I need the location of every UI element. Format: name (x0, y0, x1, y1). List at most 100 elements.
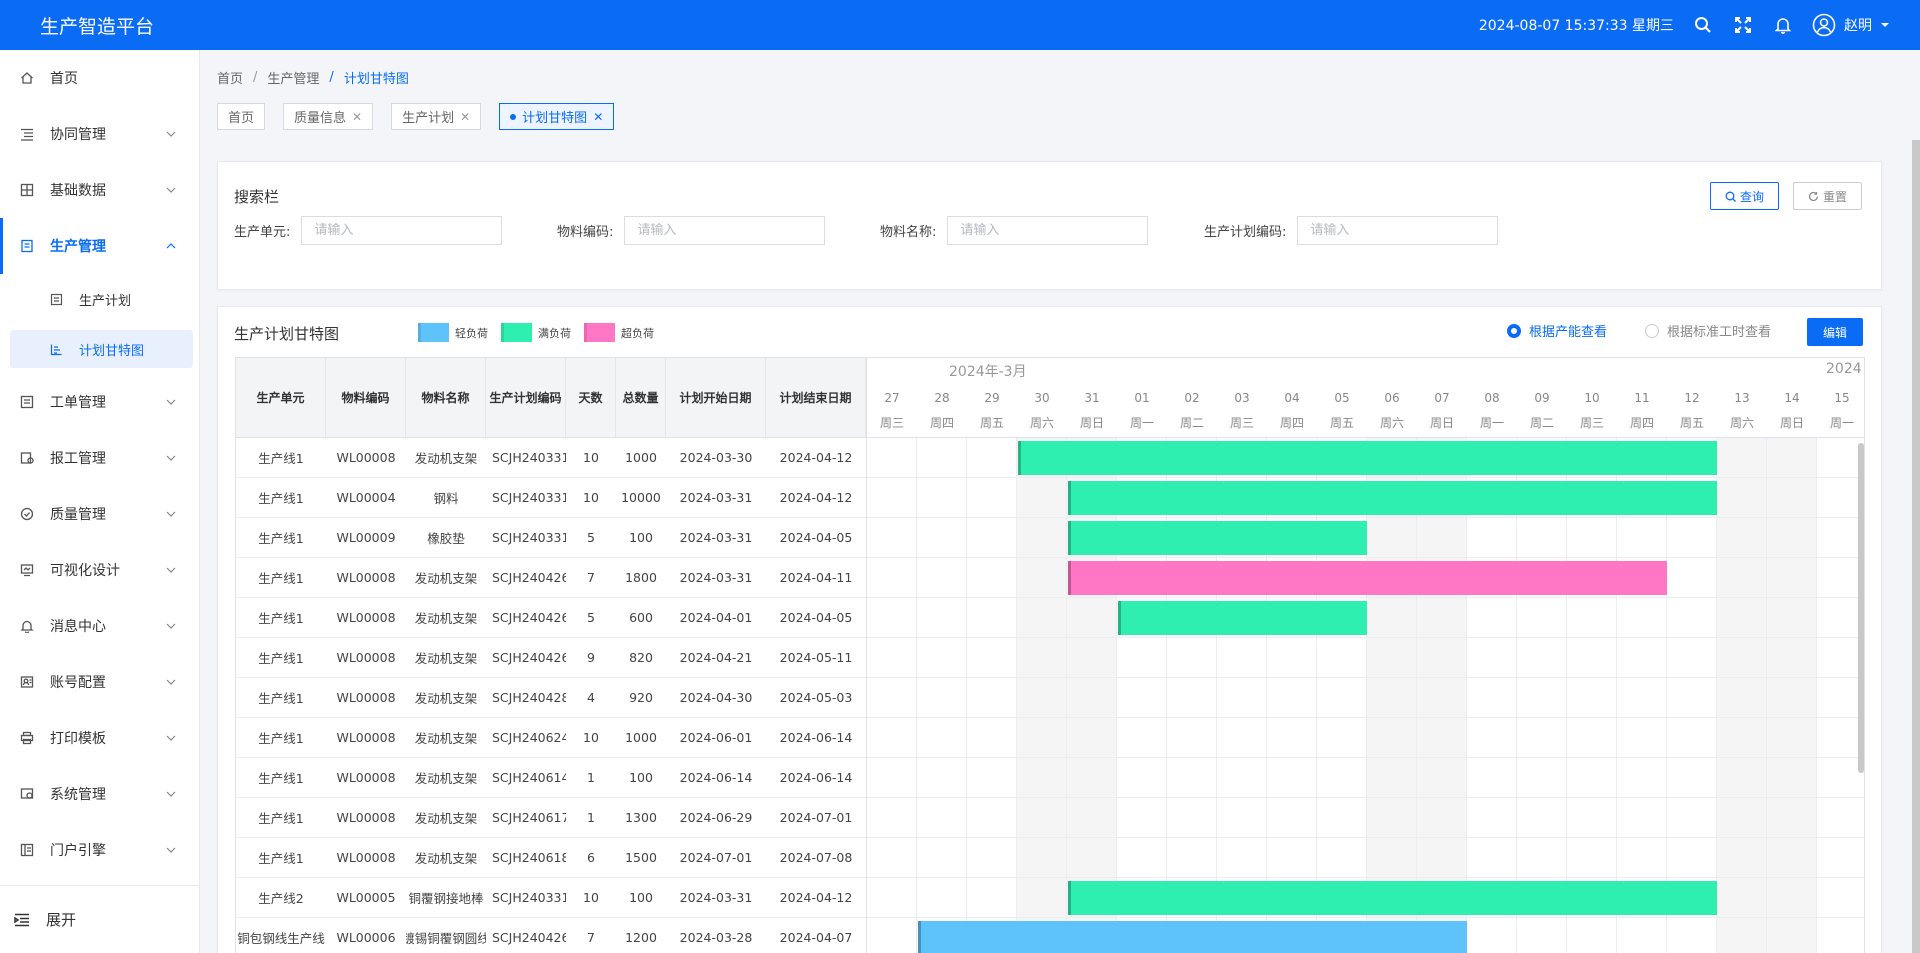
gantt-scrollbar[interactable] (1858, 443, 1864, 773)
tab-home[interactable]: 首页 (217, 103, 266, 130)
gantt-bar[interactable] (1068, 521, 1367, 555)
field-label: 生产单元: (234, 225, 291, 240)
close-icon[interactable]: ✕ (460, 109, 471, 124)
sidebar-item-home[interactable]: 首页 (0, 50, 199, 106)
sidebar-item-portal[interactable]: 门户引擎 (0, 822, 199, 878)
sidebar-item-quality[interactable]: 质量管理 (0, 486, 199, 542)
gantt-bar[interactable] (1068, 561, 1667, 595)
sidebar-item-basic-data[interactable]: 基础数据 (0, 162, 199, 218)
gantt-bar[interactable] (918, 921, 1467, 953)
sidebar-item-messages[interactable]: 消息中心 (0, 598, 199, 654)
table-row[interactable]: 生产线1 WL00008 发动机支架 SCJH24061400001 1 100 2024-… (236, 758, 866, 798)
gantt-bar[interactable] (1018, 441, 1717, 475)
day-number: 09 (1534, 391, 1550, 405)
table-row[interactable]: 生产线1 WL00008 发动机支架 SCJH24042600003 9 820 2024-… (236, 638, 866, 678)
chevron-down-icon (166, 511, 176, 517)
user-menu[interactable]: 赵明 (1812, 13, 1890, 37)
cell-name: 发动机支架 (414, 451, 478, 466)
cell-code: WL00008 (336, 770, 396, 785)
weekday-label: 周三 (1579, 416, 1604, 430)
sidebar-subitem-production-plan[interactable]: 生产计划 (0, 274, 199, 324)
unit-input[interactable] (301, 216, 503, 245)
weekday-label: 周一 (1479, 416, 1504, 430)
top-header: 生产智造平台 2024-08-07 15:37:33 星期三 赵明 (0, 0, 1920, 50)
cell-plan: SCJH24061800001 (492, 850, 566, 865)
column-header: 天数 (566, 358, 616, 437)
view-by-capacity-radio[interactable]: 根据产能查看 (1507, 321, 1607, 340)
material-code-input[interactable] (624, 216, 826, 245)
table-row[interactable]: 生产线2 WL00005 铜覆钢接地棒 SCJH24033100004 10 100 202… (236, 878, 866, 918)
table-row[interactable]: 生产线1 WL00008 发动机支架 SCJH24061800001 6 1500 2024… (236, 838, 866, 878)
table-row[interactable]: 生产线1 WL00008 发动机支架 SCJH24042800001 4 920 2024-… (236, 678, 866, 718)
table-row[interactable]: 生产线1 WL00004 钢料 SCJH24033100002 10 10000 2024-… (236, 478, 866, 518)
search-panel: 搜索栏 生产单元: 物料编码: 物料名称: 生产计划编码: 查询 重置 (217, 161, 1882, 290)
gantt-bar[interactable] (1118, 601, 1367, 635)
tab-production-plan[interactable]: 生产计划 ✕ (391, 103, 482, 130)
sidebar-item-collaboration[interactable]: 协同管理 (0, 106, 199, 162)
table-row[interactable]: 生产线1 WL00008 发动机支架 SCJH24033100001 10 1000 202… (236, 438, 866, 478)
edit-button[interactable]: 编辑 (1807, 318, 1863, 346)
row-divider (867, 917, 1864, 918)
cell-days: 5 (587, 530, 595, 545)
table-row[interactable]: 生产线1 WL00008 发动机支架 SCJH24061700001 1 1300 2024… (236, 798, 866, 838)
material-name-input[interactable] (947, 216, 1149, 245)
close-icon[interactable]: ✕ (352, 109, 363, 124)
breadcrumb-parent[interactable]: 生产管理 (267, 72, 320, 87)
cell-code: WL00008 (336, 650, 396, 665)
sidebar-item-visual-design[interactable]: 可视化设计 (0, 542, 199, 598)
chevron-down-icon (166, 735, 176, 741)
view-by-standard-radio[interactable]: 根据标准工时查看 (1645, 321, 1771, 340)
cell-end: 2024-06-14 (779, 730, 853, 745)
fullscreen-icon[interactable] (1732, 14, 1754, 36)
weekday-label: 周一 (1129, 416, 1154, 430)
tab-quality-info[interactable]: 质量信息 ✕ (283, 103, 374, 130)
table-row[interactable]: 生产线1 WL00008 发动机支架 SCJH24042600001 7 1800 2024… (236, 558, 866, 598)
chevron-down-icon (166, 847, 176, 853)
cell-start: 2024-03-31 (679, 530, 753, 545)
sidebar-item-production[interactable]: 生产管理 (0, 218, 199, 274)
gantt-bar[interactable] (1068, 881, 1717, 915)
legend-over: 超负荷 (584, 323, 654, 342)
column-header: 生产单元 (236, 358, 326, 437)
reset-button[interactable]: 重置 (1793, 182, 1863, 210)
search-field-material-name: 物料名称: (880, 216, 1149, 245)
month-label: 2024年-3月 (949, 364, 1027, 380)
page-scrollbar[interactable] (1912, 140, 1920, 953)
gantt-bar[interactable] (1068, 481, 1717, 515)
cell-end: 2024-04-07 (779, 930, 853, 945)
table-row[interactable]: 铜包钢线生产线 WL00006 镀锡铜覆钢圆线 SCJH24042600004 7 120… (236, 918, 866, 953)
cell-days: 6 (587, 850, 595, 865)
weekday-label: 周五 (1329, 416, 1354, 430)
main-content: 首页 / 生产管理 / 计划甘特图 首页 质量信息 ✕ 生产计划 ✕ 计划甘特图 ✕ … (200, 50, 1920, 953)
sidebar-item-system[interactable]: 系统管理 (0, 766, 199, 822)
weekday-label: 周四 (1629, 416, 1654, 430)
cell-qty: 920 (629, 690, 653, 705)
breadcrumb-home[interactable]: 首页 (217, 72, 244, 87)
close-icon[interactable]: ✕ (593, 109, 604, 124)
sidebar-item-label: 系统管理 (50, 787, 106, 803)
report-icon (20, 451, 34, 465)
table-row[interactable]: 生产线1 WL00008 发动机支架 SCJH24062400001 10 1000 202… (236, 718, 866, 758)
sidebar-expand-toggle[interactable]: 展开 (0, 885, 200, 953)
sidebar-item-label: 可视化设计 (50, 563, 120, 579)
cell-qty: 1300 (625, 810, 657, 825)
table-row[interactable]: 生产线1 WL00008 发动机支架 SCJH24042600002 5 600 2024-… (236, 598, 866, 638)
query-button[interactable]: 查询 (1710, 182, 1780, 210)
tab-gantt[interactable]: 计划甘特图 ✕ (499, 103, 615, 130)
cell-plan: SCJH24033100004 (492, 890, 566, 905)
sidebar-item-work-report[interactable]: 报工管理 (0, 430, 199, 486)
plan-code-input[interactable] (1297, 216, 1499, 245)
weekday-label: 周六 (1029, 416, 1054, 430)
sidebar-subitem-gantt[interactable]: 计划甘特图 (10, 330, 193, 368)
app-title: 生产智造平台 (40, 15, 155, 38)
sidebar-item-account[interactable]: 账号配置 (0, 654, 199, 710)
bell-icon[interactable] (1772, 14, 1794, 36)
sidebar-item-print-template[interactable]: 打印模板 (0, 710, 199, 766)
search-field-unit: 生产单元: (234, 216, 503, 245)
search-icon[interactable] (1692, 14, 1714, 36)
sidebar-item-work-order[interactable]: 工单管理 (0, 374, 199, 430)
table-row[interactable]: 生产线1 WL00009 橡胶垫 SCJH24033100003 5 100 2024-03… (236, 518, 866, 558)
gantt-timeline: 2024年-3月 2024 27 周三 28 周四 29 周五 30 周六 31 周日 01 周一 02… (866, 358, 1864, 953)
day-number: 13 (1734, 391, 1750, 405)
cell-qty: 1500 (625, 850, 657, 865)
